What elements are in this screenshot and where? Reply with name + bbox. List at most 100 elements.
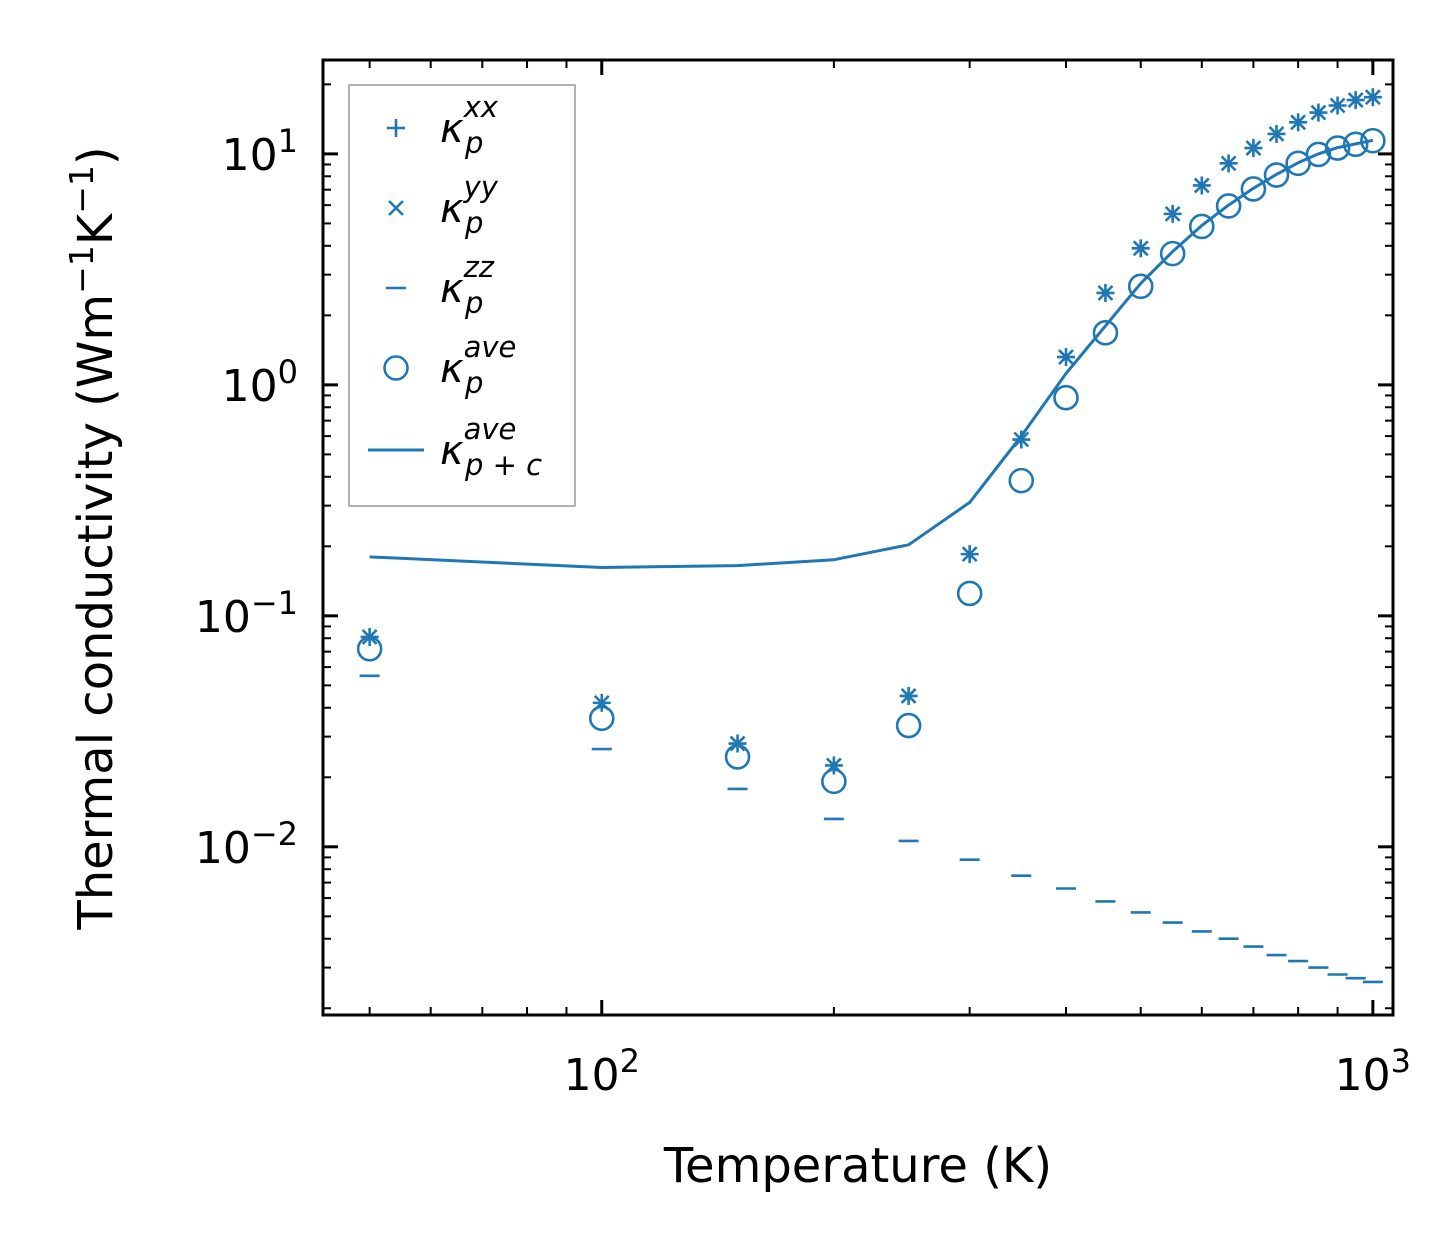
y-axis-title-exp2: −1 bbox=[62, 165, 101, 214]
legend-swatch-kave bbox=[383, 355, 409, 381]
data-point-kyy bbox=[729, 735, 746, 752]
series-line-kave_pc bbox=[369, 138, 1374, 569]
data-point-kyy-d2 bbox=[1310, 104, 1327, 121]
x-axis-title: Temperature (K) bbox=[663, 1138, 1052, 1194]
legend-swatch-kyy bbox=[388, 200, 404, 216]
data-point-kave bbox=[1008, 467, 1035, 494]
data-point-kyy-d2 bbox=[1058, 349, 1074, 365]
legend-entry-kave_pc: κave p + c bbox=[368, 412, 542, 482]
legend-label-sup: xx bbox=[463, 90, 499, 124]
data-point-kyy-d2 bbox=[1364, 89, 1381, 106]
data-point-kyy bbox=[1329, 97, 1346, 114]
y-tick-label: 10−1 bbox=[195, 584, 298, 643]
y-axis-title-exp1: −1 bbox=[62, 245, 101, 294]
legend-label-sup: yy bbox=[463, 170, 499, 204]
data-point-kyy bbox=[1347, 92, 1364, 109]
legend-label-sup: ave bbox=[464, 412, 517, 446]
axes-frame bbox=[321, 58, 1395, 1017]
legend-label-sub: p + c bbox=[464, 448, 542, 482]
data-point-kave bbox=[1342, 131, 1369, 158]
series-kave bbox=[356, 127, 1386, 795]
y-axis-title-suffix: ) bbox=[68, 146, 124, 165]
data-point-kyy-d2 bbox=[900, 688, 917, 704]
legend-label-kzz: κzz p bbox=[440, 250, 495, 320]
data-point-kave bbox=[1092, 320, 1119, 346]
y-tick-label-base: 10 bbox=[222, 361, 278, 412]
legend-swatch-kyy-d2 bbox=[388, 200, 404, 216]
y-axis-title-prefix: Thermal conductivity (Wm bbox=[68, 294, 124, 931]
legend-label-sup: ave bbox=[464, 330, 517, 364]
legend-label-symbol: κ bbox=[440, 106, 464, 152]
y-tick-label: 101 bbox=[222, 122, 298, 181]
legend-entry-kave: κave p bbox=[383, 330, 516, 400]
y-tick-label-base: 10 bbox=[195, 823, 251, 874]
y-axis-title: Thermal conductivity (Wm−1K−1) bbox=[62, 146, 125, 930]
legend-label-kyy: κyy p bbox=[440, 170, 499, 240]
legend-swatch-kxx bbox=[387, 119, 405, 137]
data-point-kyy bbox=[1058, 349, 1074, 365]
y-tick-label: 100 bbox=[222, 353, 298, 412]
y-tick-label-exp: −1 bbox=[251, 584, 298, 622]
data-point-kyy-d2 bbox=[1329, 97, 1346, 114]
data-point-kave bbox=[1159, 240, 1186, 267]
data-point-kave bbox=[1324, 135, 1351, 161]
y-tick-label-exp: −2 bbox=[251, 815, 298, 853]
data-point-kave bbox=[821, 768, 847, 795]
data-point-kyy-d2 bbox=[1290, 114, 1307, 131]
data-point-kyy bbox=[1132, 240, 1149, 257]
data-point-kave bbox=[1360, 127, 1386, 154]
data-point-kyy bbox=[1364, 89, 1381, 106]
x-tick-label: 103 bbox=[1335, 1042, 1411, 1101]
data-point-kave bbox=[724, 744, 751, 770]
data-point-kave bbox=[1188, 213, 1215, 240]
data-point-kave bbox=[895, 712, 922, 739]
y-tick-label-exp: 0 bbox=[278, 353, 298, 391]
legend-label-kave: κave p bbox=[440, 330, 516, 400]
data-point-kyy-d2 bbox=[961, 546, 978, 563]
data-point-kyy-d2 bbox=[1193, 177, 1210, 194]
legend-label-sub: p bbox=[464, 366, 483, 400]
legend-label-kave_pc: κave p + c bbox=[440, 412, 542, 482]
data-point-kave bbox=[588, 705, 615, 732]
data-point-kave bbox=[956, 580, 983, 607]
x-tick-label-base: 10 bbox=[1335, 1050, 1391, 1101]
legend-label-sup: zz bbox=[463, 250, 495, 284]
data-point-kyy bbox=[1193, 177, 1210, 194]
data-point-kyy bbox=[961, 546, 978, 563]
data-point-kave bbox=[1127, 273, 1154, 300]
data-point-kave bbox=[1215, 193, 1242, 219]
data-point-kyy-d2 bbox=[1220, 155, 1237, 172]
plot-area bbox=[356, 88, 1386, 984]
series-kyy bbox=[361, 89, 1381, 774]
legend-label-symbol: κ bbox=[440, 346, 464, 392]
x-tick-label-exp: 2 bbox=[620, 1042, 640, 1080]
legend-box bbox=[348, 84, 576, 507]
data-point-kave bbox=[1305, 141, 1332, 168]
data-point-kyy bbox=[1268, 126, 1285, 142]
legend-label-symbol: κ bbox=[440, 266, 464, 312]
data-point-kave bbox=[1240, 176, 1267, 202]
data-point-kyy-d2 bbox=[1132, 240, 1149, 257]
y-tick-label-exp: 1 bbox=[278, 122, 298, 160]
data-point-kyy-d2 bbox=[1164, 205, 1181, 222]
data-point-kyy-d2 bbox=[1097, 285, 1114, 301]
data-point-kave bbox=[1263, 162, 1290, 188]
legend-label-sub: p bbox=[464, 126, 483, 160]
y-tick-label: 10−2 bbox=[195, 815, 298, 874]
x-tick-label-base: 10 bbox=[564, 1050, 620, 1101]
x-tick-labels: 102 103 bbox=[564, 1042, 1411, 1101]
series-kzz bbox=[359, 674, 1383, 984]
legend-label-symbol: κ bbox=[440, 428, 464, 474]
y-tick-label-base: 10 bbox=[222, 130, 278, 181]
legend-label-kxx: κxx p bbox=[440, 90, 499, 160]
data-point-kyy bbox=[1290, 114, 1307, 131]
data-point-kyy bbox=[1245, 140, 1262, 156]
major-ticks bbox=[323, 60, 1393, 1015]
legend-entry-kyy: κyy p bbox=[388, 170, 499, 240]
data-point-kave bbox=[356, 635, 383, 662]
data-point-kyy bbox=[900, 688, 917, 704]
